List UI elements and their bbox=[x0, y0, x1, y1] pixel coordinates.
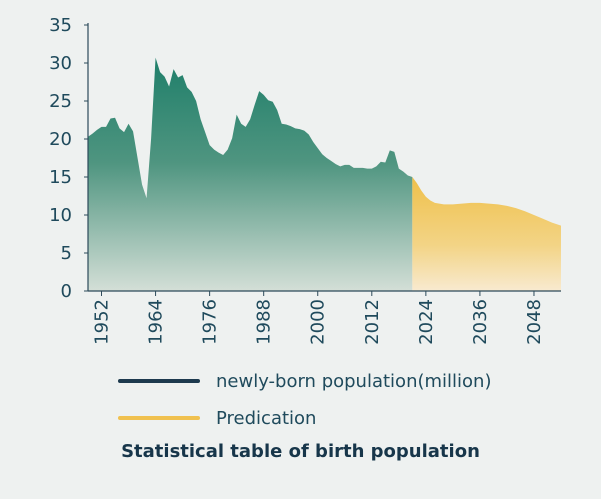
x-tick-label: 2036 bbox=[470, 299, 491, 345]
legend-line-births bbox=[118, 379, 200, 383]
chart-title: Statistical table of birth population bbox=[121, 441, 480, 462]
y-tick-label: 10 bbox=[49, 205, 72, 226]
y-tick-label: 25 bbox=[49, 91, 72, 112]
y-tick-label: 5 bbox=[61, 243, 72, 264]
x-tick-label: 2012 bbox=[362, 299, 383, 345]
legend-item-births: newly-born population(million) bbox=[118, 367, 588, 395]
legend-label-births: newly-born population(million) bbox=[216, 370, 492, 392]
y-tick-label: 30 bbox=[49, 53, 72, 74]
x-tick-label: 2000 bbox=[308, 299, 329, 345]
births-area bbox=[88, 57, 413, 292]
legend-label-prediction: Predication bbox=[216, 407, 317, 429]
x-tick-label: 1964 bbox=[146, 299, 167, 345]
legend-item-prediction: Predication bbox=[118, 404, 588, 432]
x-tick-label: 2048 bbox=[524, 299, 545, 345]
y-tick-label: 15 bbox=[49, 167, 72, 188]
legend-line-prediction bbox=[118, 416, 200, 420]
x-tick-label: 1976 bbox=[200, 299, 221, 345]
y-tick-label: 35 bbox=[49, 15, 72, 36]
y-tick-label: 20 bbox=[49, 129, 72, 150]
y-tick-label: 0 bbox=[61, 281, 72, 302]
x-tick-label: 1988 bbox=[254, 299, 275, 345]
prediction-area bbox=[412, 177, 561, 291]
x-tick-label: 2024 bbox=[416, 299, 437, 345]
x-tick-label: 1952 bbox=[92, 299, 113, 345]
